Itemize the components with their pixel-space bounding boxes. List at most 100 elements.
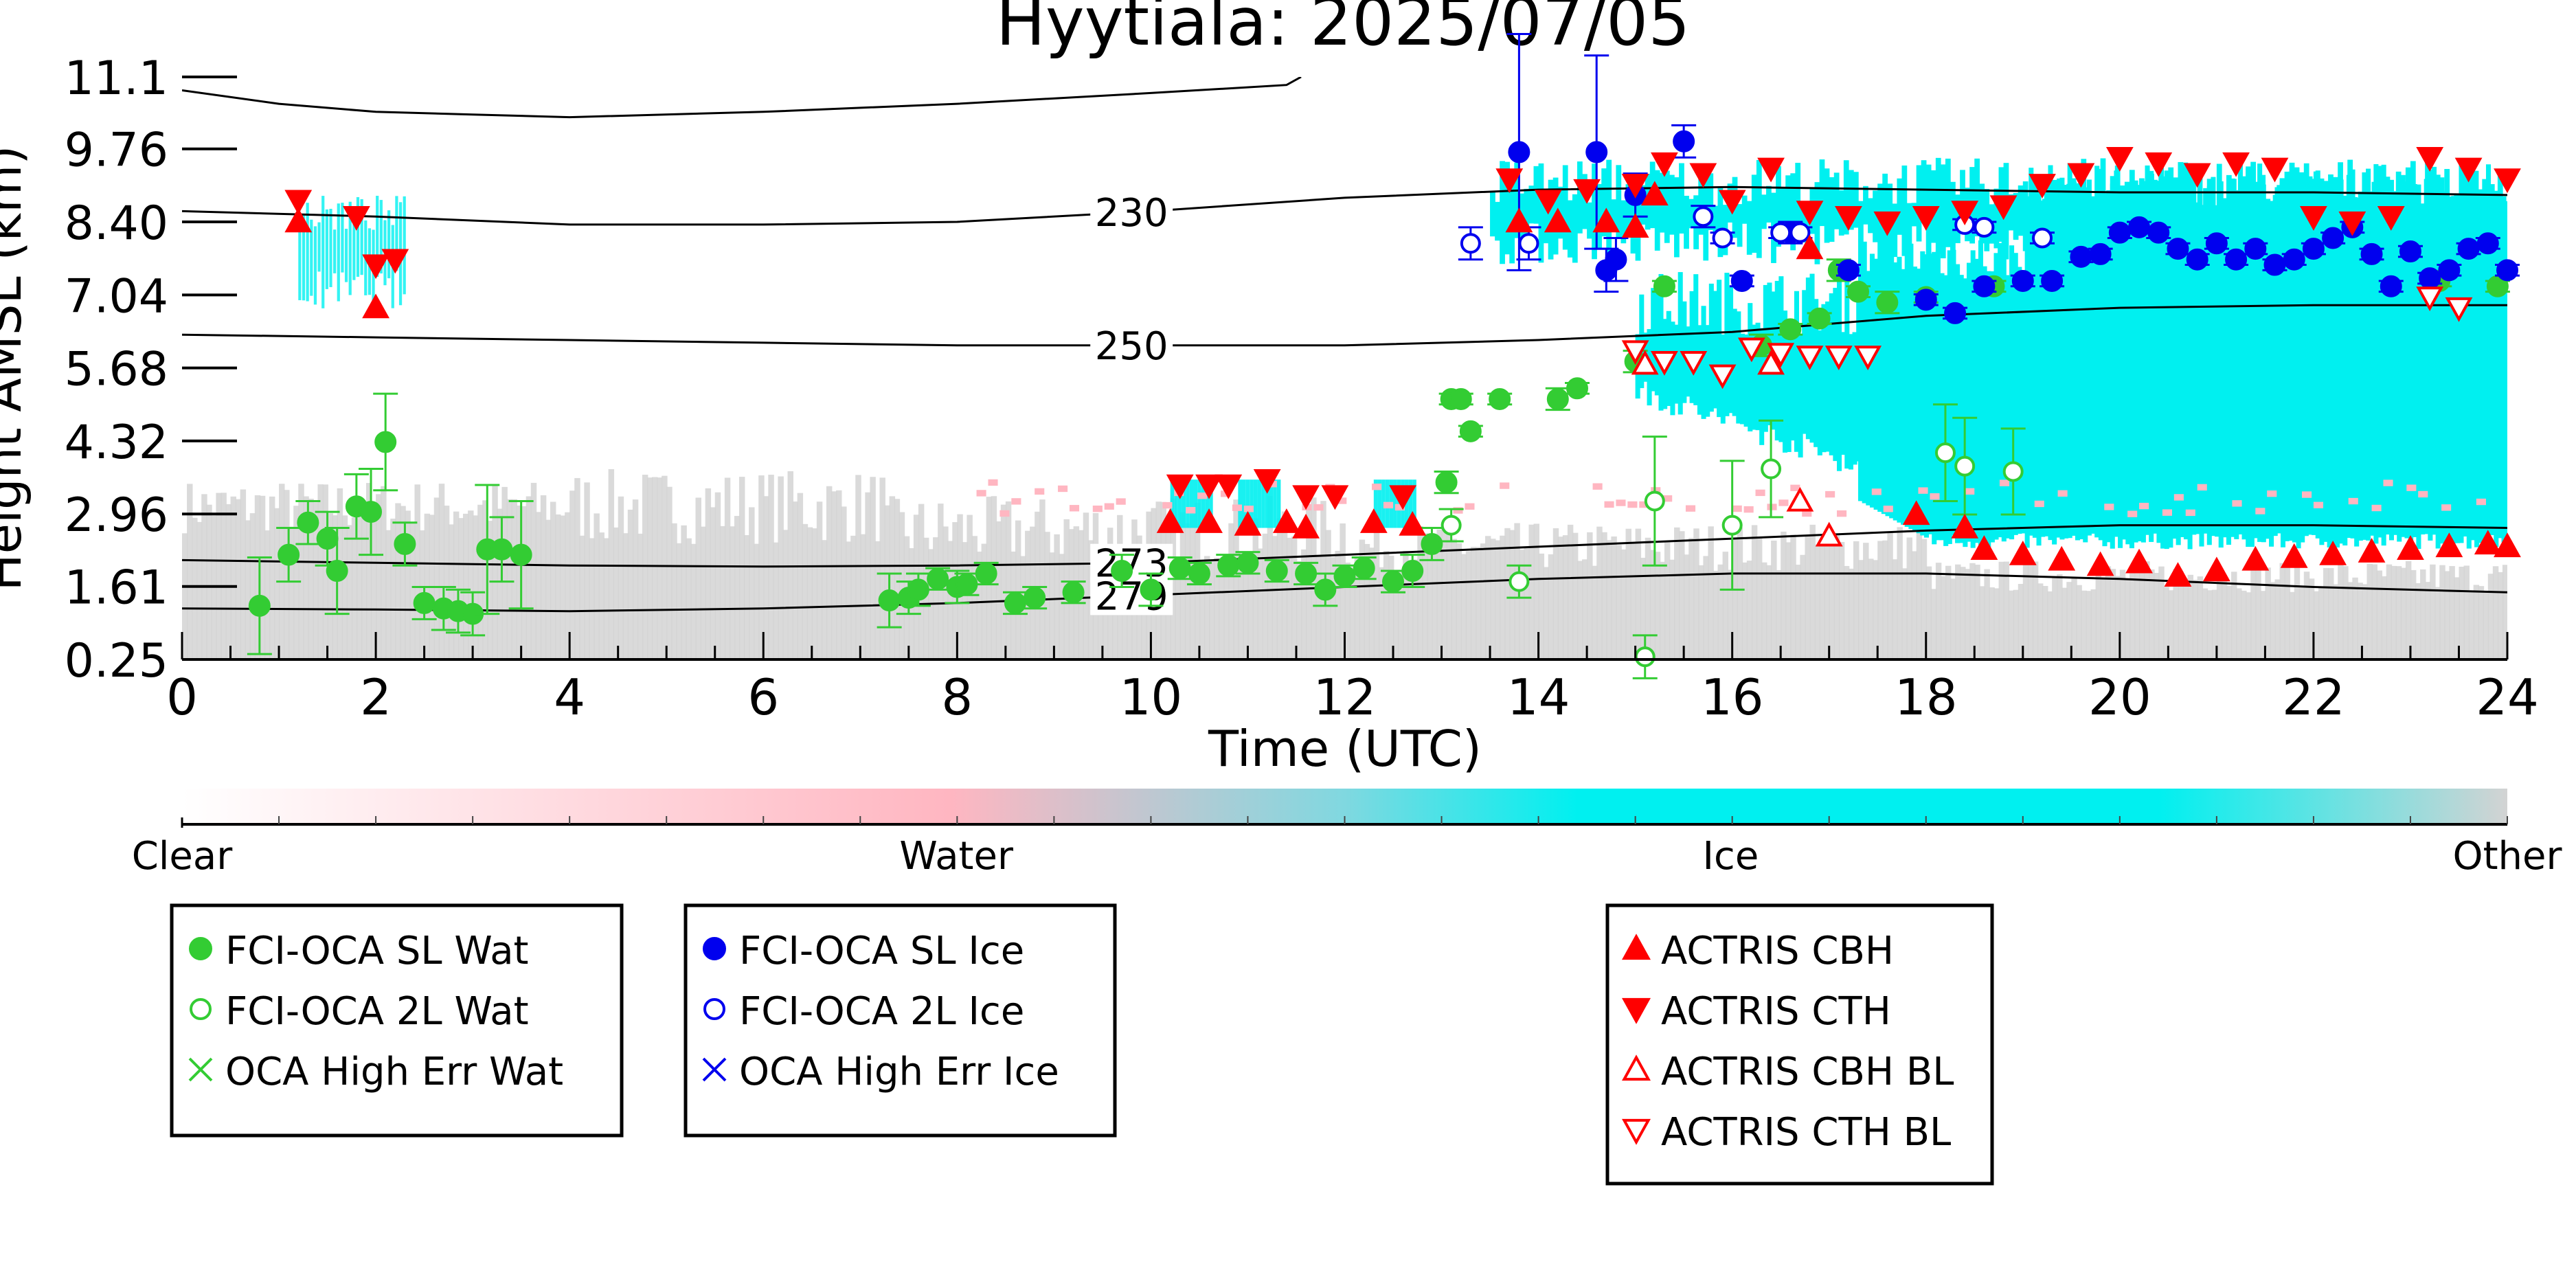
series-3 xyxy=(1506,32,2520,324)
data-point xyxy=(2476,232,2499,255)
data-point xyxy=(2244,238,2267,260)
data-point xyxy=(1505,207,1533,233)
legend-marker xyxy=(1622,997,1651,1024)
data-point xyxy=(2225,248,2248,271)
data-point xyxy=(2380,275,2402,297)
data-point xyxy=(2399,240,2421,263)
data-point xyxy=(1592,207,1620,233)
data-point xyxy=(1640,181,1669,206)
x-tick-label: 24 xyxy=(2476,668,2539,726)
data-point xyxy=(1837,259,1860,282)
data-point xyxy=(1333,565,1356,587)
data-point xyxy=(1214,474,1243,499)
data-point xyxy=(2205,232,2228,255)
data-point xyxy=(2358,538,2386,563)
data-point xyxy=(284,207,313,233)
legend-marker xyxy=(1622,1118,1651,1145)
x-tick-label: 12 xyxy=(1313,668,1377,726)
x-tick-label: 14 xyxy=(1507,668,1570,726)
data-point xyxy=(2089,242,2112,265)
data-point xyxy=(2048,545,2076,571)
data-point xyxy=(1673,130,1695,152)
legend-label: OCA High Err Wat xyxy=(225,1050,563,1094)
legend-3: ACTRIS CBH ACTRIS CTH ACTRIS CBH BL ACTRIS … xyxy=(1605,903,1994,1186)
data-point xyxy=(1712,227,1733,249)
x-tick-label: 0 xyxy=(166,668,198,726)
data-point xyxy=(2241,545,2270,571)
data-point xyxy=(1730,269,1753,292)
data-point xyxy=(2496,259,2518,282)
y-ticks: 11.1 9.76 8.40 7.04 5.68 4.32 2.96 1.61 0.25 xyxy=(65,52,237,688)
data-point xyxy=(1621,174,1649,199)
data-point xyxy=(1195,508,1223,533)
series-7 xyxy=(284,147,2521,510)
data-point xyxy=(1459,420,1482,442)
series-8 xyxy=(1631,350,1843,547)
legend-1: FCI-OCA SL Wat FCI-OCA 2L Wat OCA High Err… xyxy=(170,903,624,1138)
contour-250 xyxy=(182,304,2507,347)
data-point xyxy=(1421,532,1443,555)
data-point xyxy=(1168,557,1191,580)
data-point xyxy=(248,594,271,617)
data-point xyxy=(1634,646,1656,668)
legend-marker xyxy=(703,937,726,960)
data-point xyxy=(2445,297,2473,322)
data-point xyxy=(1737,337,1765,363)
data-point xyxy=(326,560,348,583)
legend-marker xyxy=(702,1057,727,1082)
data-point xyxy=(1761,458,1782,479)
data-point xyxy=(2222,152,2250,177)
data-point xyxy=(1292,513,1320,539)
data-point xyxy=(2283,248,2305,271)
data-point xyxy=(2419,267,2441,290)
data-point xyxy=(1234,510,1262,536)
data-point xyxy=(2435,532,2463,558)
data-point xyxy=(2302,238,2325,260)
legend-label: FCI-OCA 2L Wat xyxy=(225,989,529,1034)
data-point xyxy=(1321,485,1349,510)
data-point xyxy=(1912,206,1940,231)
data-point xyxy=(316,528,339,550)
data-point xyxy=(1651,351,1678,376)
data-point xyxy=(2002,461,2024,482)
legend-label: ACTRIS CTH xyxy=(1661,989,1891,1034)
data-point xyxy=(878,589,901,612)
data-point xyxy=(1621,340,1649,365)
data-point xyxy=(1156,508,1184,533)
data-point xyxy=(297,511,319,534)
data-point xyxy=(1236,552,1259,574)
data-point xyxy=(1621,213,1649,238)
data-point xyxy=(1272,508,1300,533)
data-point xyxy=(362,254,389,280)
data-point xyxy=(1651,152,1678,177)
data-point xyxy=(2067,163,2095,188)
data-point xyxy=(1944,302,1967,324)
data-point xyxy=(1951,513,1979,539)
data-point xyxy=(1835,206,1862,231)
data-point xyxy=(2377,206,2405,231)
data-point xyxy=(1401,560,1424,583)
data-point xyxy=(2322,227,2345,249)
data-point xyxy=(2319,540,2347,565)
y-tick-label: 5.68 xyxy=(65,343,168,397)
data-point xyxy=(1934,442,1956,464)
data-point xyxy=(1546,387,1569,410)
data-point xyxy=(1435,471,1458,494)
legend-marker xyxy=(190,998,212,1020)
series-6 xyxy=(284,181,2521,587)
series-1 xyxy=(1438,403,2026,679)
data-point xyxy=(1062,581,1085,604)
x-tick-label: 2 xyxy=(360,668,392,726)
legend-marker xyxy=(1622,1054,1651,1081)
data-point xyxy=(1796,234,1824,260)
data-point xyxy=(1974,216,1995,238)
y-tick-label: 9.76 xyxy=(65,124,168,178)
data-point xyxy=(1708,364,1737,389)
data-point xyxy=(2474,530,2502,555)
data-point xyxy=(1653,275,1675,297)
upper-line xyxy=(182,77,1302,119)
x-tick-label: 22 xyxy=(2282,668,2345,726)
data-point xyxy=(1693,206,1714,227)
legends: FCI-OCA SL Wat FCI-OCA 2L Wat OCA High Err… xyxy=(170,903,1994,1186)
